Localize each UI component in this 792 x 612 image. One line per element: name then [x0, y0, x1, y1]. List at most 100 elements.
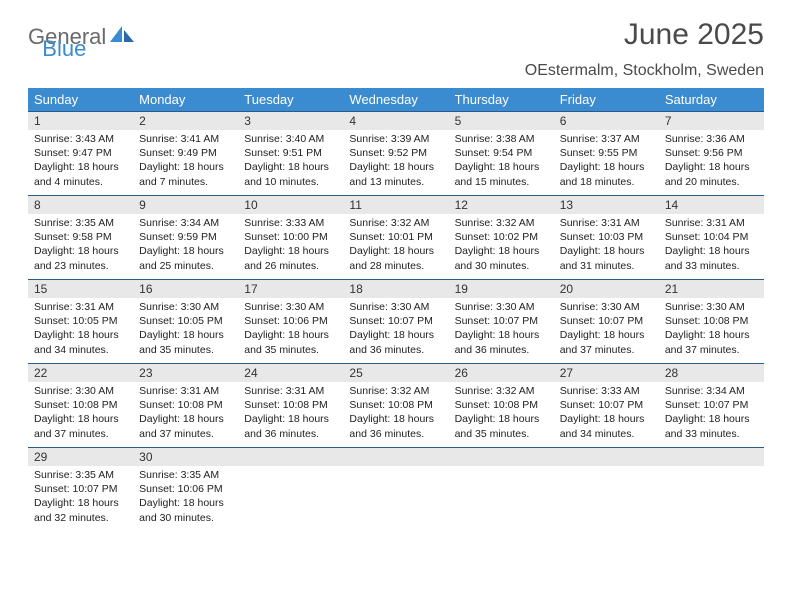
day-header: Thursday [449, 88, 554, 111]
day-number: 20 [554, 279, 659, 298]
calendar-day-cell: 5Sunrise: 3:38 AMSunset: 9:54 PMDaylight… [449, 111, 554, 195]
calendar-week-row: 1Sunrise: 3:43 AMSunset: 9:47 PMDaylight… [28, 111, 764, 195]
calendar-day-cell: 12Sunrise: 3:32 AMSunset: 10:02 PMDaylig… [449, 195, 554, 279]
day-header: Saturday [659, 88, 764, 111]
calendar-week-row: 15Sunrise: 3:31 AMSunset: 10:05 PMDaylig… [28, 279, 764, 363]
day-header: Wednesday [343, 88, 448, 111]
calendar-day-cell [343, 447, 448, 531]
day-number: 17 [238, 279, 343, 298]
day-body: Sunrise: 3:34 AMSunset: 10:07 PMDaylight… [659, 382, 764, 445]
day-body: Sunrise: 3:32 AMSunset: 10:01 PMDaylight… [343, 214, 448, 277]
day-number: 29 [28, 447, 133, 466]
day-body: Sunrise: 3:31 AMSunset: 10:08 PMDaylight… [238, 382, 343, 445]
day-body: Sunrise: 3:36 AMSunset: 9:56 PMDaylight:… [659, 130, 764, 193]
calendar-day-cell: 16Sunrise: 3:30 AMSunset: 10:05 PMDaylig… [133, 279, 238, 363]
day-number: 15 [28, 279, 133, 298]
day-body: Sunrise: 3:30 AMSunset: 10:07 PMDaylight… [343, 298, 448, 361]
calendar-day-cell: 30Sunrise: 3:35 AMSunset: 10:06 PMDaylig… [133, 447, 238, 531]
day-body: Sunrise: 3:41 AMSunset: 9:49 PMDaylight:… [133, 130, 238, 193]
day-body: Sunrise: 3:35 AMSunset: 10:07 PMDaylight… [28, 466, 133, 529]
calendar-day-cell: 10Sunrise: 3:33 AMSunset: 10:00 PMDaylig… [238, 195, 343, 279]
calendar-day-cell: 27Sunrise: 3:33 AMSunset: 10:07 PMDaylig… [554, 363, 659, 447]
day-body: Sunrise: 3:30 AMSunset: 10:05 PMDaylight… [133, 298, 238, 361]
day-number: 6 [554, 111, 659, 130]
calendar-day-cell [449, 447, 554, 531]
day-body: Sunrise: 3:35 AMSunset: 10:06 PMDaylight… [133, 466, 238, 529]
day-number: 28 [659, 363, 764, 382]
calendar-day-cell: 4Sunrise: 3:39 AMSunset: 9:52 PMDaylight… [343, 111, 448, 195]
calendar-day-cell: 6Sunrise: 3:37 AMSunset: 9:55 PMDaylight… [554, 111, 659, 195]
day-body: Sunrise: 3:30 AMSunset: 10:07 PMDaylight… [554, 298, 659, 361]
day-number: 13 [554, 195, 659, 214]
calendar-day-cell: 20Sunrise: 3:30 AMSunset: 10:07 PMDaylig… [554, 279, 659, 363]
day-number-empty [554, 447, 659, 466]
calendar-day-cell: 3Sunrise: 3:40 AMSunset: 9:51 PMDaylight… [238, 111, 343, 195]
calendar-day-cell: 29Sunrise: 3:35 AMSunset: 10:07 PMDaylig… [28, 447, 133, 531]
calendar-day-cell: 24Sunrise: 3:31 AMSunset: 10:08 PMDaylig… [238, 363, 343, 447]
calendar-day-cell: 18Sunrise: 3:30 AMSunset: 10:07 PMDaylig… [343, 279, 448, 363]
day-number: 5 [449, 111, 554, 130]
calendar-body: 1Sunrise: 3:43 AMSunset: 9:47 PMDaylight… [28, 111, 764, 531]
day-body: Sunrise: 3:32 AMSunset: 10:02 PMDaylight… [449, 214, 554, 277]
day-body: Sunrise: 3:38 AMSunset: 9:54 PMDaylight:… [449, 130, 554, 193]
day-number: 18 [343, 279, 448, 298]
day-body: Sunrise: 3:32 AMSunset: 10:08 PMDaylight… [449, 382, 554, 445]
day-number: 27 [554, 363, 659, 382]
logo-sail-icon [110, 24, 136, 50]
day-number: 12 [449, 195, 554, 214]
day-body: Sunrise: 3:33 AMSunset: 10:00 PMDaylight… [238, 214, 343, 277]
day-header: Tuesday [238, 88, 343, 111]
calendar-day-cell: 11Sunrise: 3:32 AMSunset: 10:01 PMDaylig… [343, 195, 448, 279]
page-title: June 2025 [624, 18, 764, 52]
day-number: 23 [133, 363, 238, 382]
day-number: 8 [28, 195, 133, 214]
day-body: Sunrise: 3:31 AMSunset: 10:08 PMDaylight… [133, 382, 238, 445]
day-number: 1 [28, 111, 133, 130]
day-body: Sunrise: 3:34 AMSunset: 9:59 PMDaylight:… [133, 214, 238, 277]
logo-word2: Blue [42, 36, 86, 62]
calendar-week-row: 8Sunrise: 3:35 AMSunset: 9:58 PMDaylight… [28, 195, 764, 279]
day-body: Sunrise: 3:39 AMSunset: 9:52 PMDaylight:… [343, 130, 448, 193]
day-header: Monday [133, 88, 238, 111]
day-number: 22 [28, 363, 133, 382]
day-number: 21 [659, 279, 764, 298]
calendar-day-cell: 21Sunrise: 3:30 AMSunset: 10:08 PMDaylig… [659, 279, 764, 363]
day-number: 25 [343, 363, 448, 382]
calendar-day-cell: 26Sunrise: 3:32 AMSunset: 10:08 PMDaylig… [449, 363, 554, 447]
day-body: Sunrise: 3:32 AMSunset: 10:08 PMDaylight… [343, 382, 448, 445]
calendar-day-cell: 1Sunrise: 3:43 AMSunset: 9:47 PMDaylight… [28, 111, 133, 195]
calendar-page: General June 2025 General Blue OEstermal… [0, 0, 792, 531]
day-number: 9 [133, 195, 238, 214]
day-number-empty [659, 447, 764, 466]
day-body: Sunrise: 3:30 AMSunset: 10:07 PMDaylight… [449, 298, 554, 361]
calendar-table: SundayMondayTuesdayWednesdayThursdayFrid… [28, 88, 764, 531]
day-number: 3 [238, 111, 343, 130]
calendar-day-cell: 28Sunrise: 3:34 AMSunset: 10:07 PMDaylig… [659, 363, 764, 447]
day-header-row: SundayMondayTuesdayWednesdayThursdayFrid… [28, 88, 764, 111]
day-body: Sunrise: 3:31 AMSunset: 10:05 PMDaylight… [28, 298, 133, 361]
day-number: 24 [238, 363, 343, 382]
location-text: OEstermalm, Stockholm, Sweden [28, 62, 764, 80]
day-body: Sunrise: 3:40 AMSunset: 9:51 PMDaylight:… [238, 130, 343, 193]
day-number: 11 [343, 195, 448, 214]
day-body: Sunrise: 3:30 AMSunset: 10:08 PMDaylight… [28, 382, 133, 445]
day-body: Sunrise: 3:30 AMSunset: 10:06 PMDaylight… [238, 298, 343, 361]
day-body: Sunrise: 3:35 AMSunset: 9:58 PMDaylight:… [28, 214, 133, 277]
calendar-day-cell [554, 447, 659, 531]
calendar-day-cell: 13Sunrise: 3:31 AMSunset: 10:03 PMDaylig… [554, 195, 659, 279]
day-body: Sunrise: 3:30 AMSunset: 10:08 PMDaylight… [659, 298, 764, 361]
calendar-day-cell: 19Sunrise: 3:30 AMSunset: 10:07 PMDaylig… [449, 279, 554, 363]
day-header: Sunday [28, 88, 133, 111]
calendar-day-cell [659, 447, 764, 531]
day-number: 10 [238, 195, 343, 214]
calendar-day-cell: 25Sunrise: 3:32 AMSunset: 10:08 PMDaylig… [343, 363, 448, 447]
day-number: 2 [133, 111, 238, 130]
day-number: 30 [133, 447, 238, 466]
calendar-week-row: 22Sunrise: 3:30 AMSunset: 10:08 PMDaylig… [28, 363, 764, 447]
calendar-day-cell: 2Sunrise: 3:41 AMSunset: 9:49 PMDaylight… [133, 111, 238, 195]
calendar-day-cell: 17Sunrise: 3:30 AMSunset: 10:06 PMDaylig… [238, 279, 343, 363]
calendar-day-cell [238, 447, 343, 531]
calendar-day-cell: 8Sunrise: 3:35 AMSunset: 9:58 PMDaylight… [28, 195, 133, 279]
day-body: Sunrise: 3:37 AMSunset: 9:55 PMDaylight:… [554, 130, 659, 193]
day-number: 7 [659, 111, 764, 130]
